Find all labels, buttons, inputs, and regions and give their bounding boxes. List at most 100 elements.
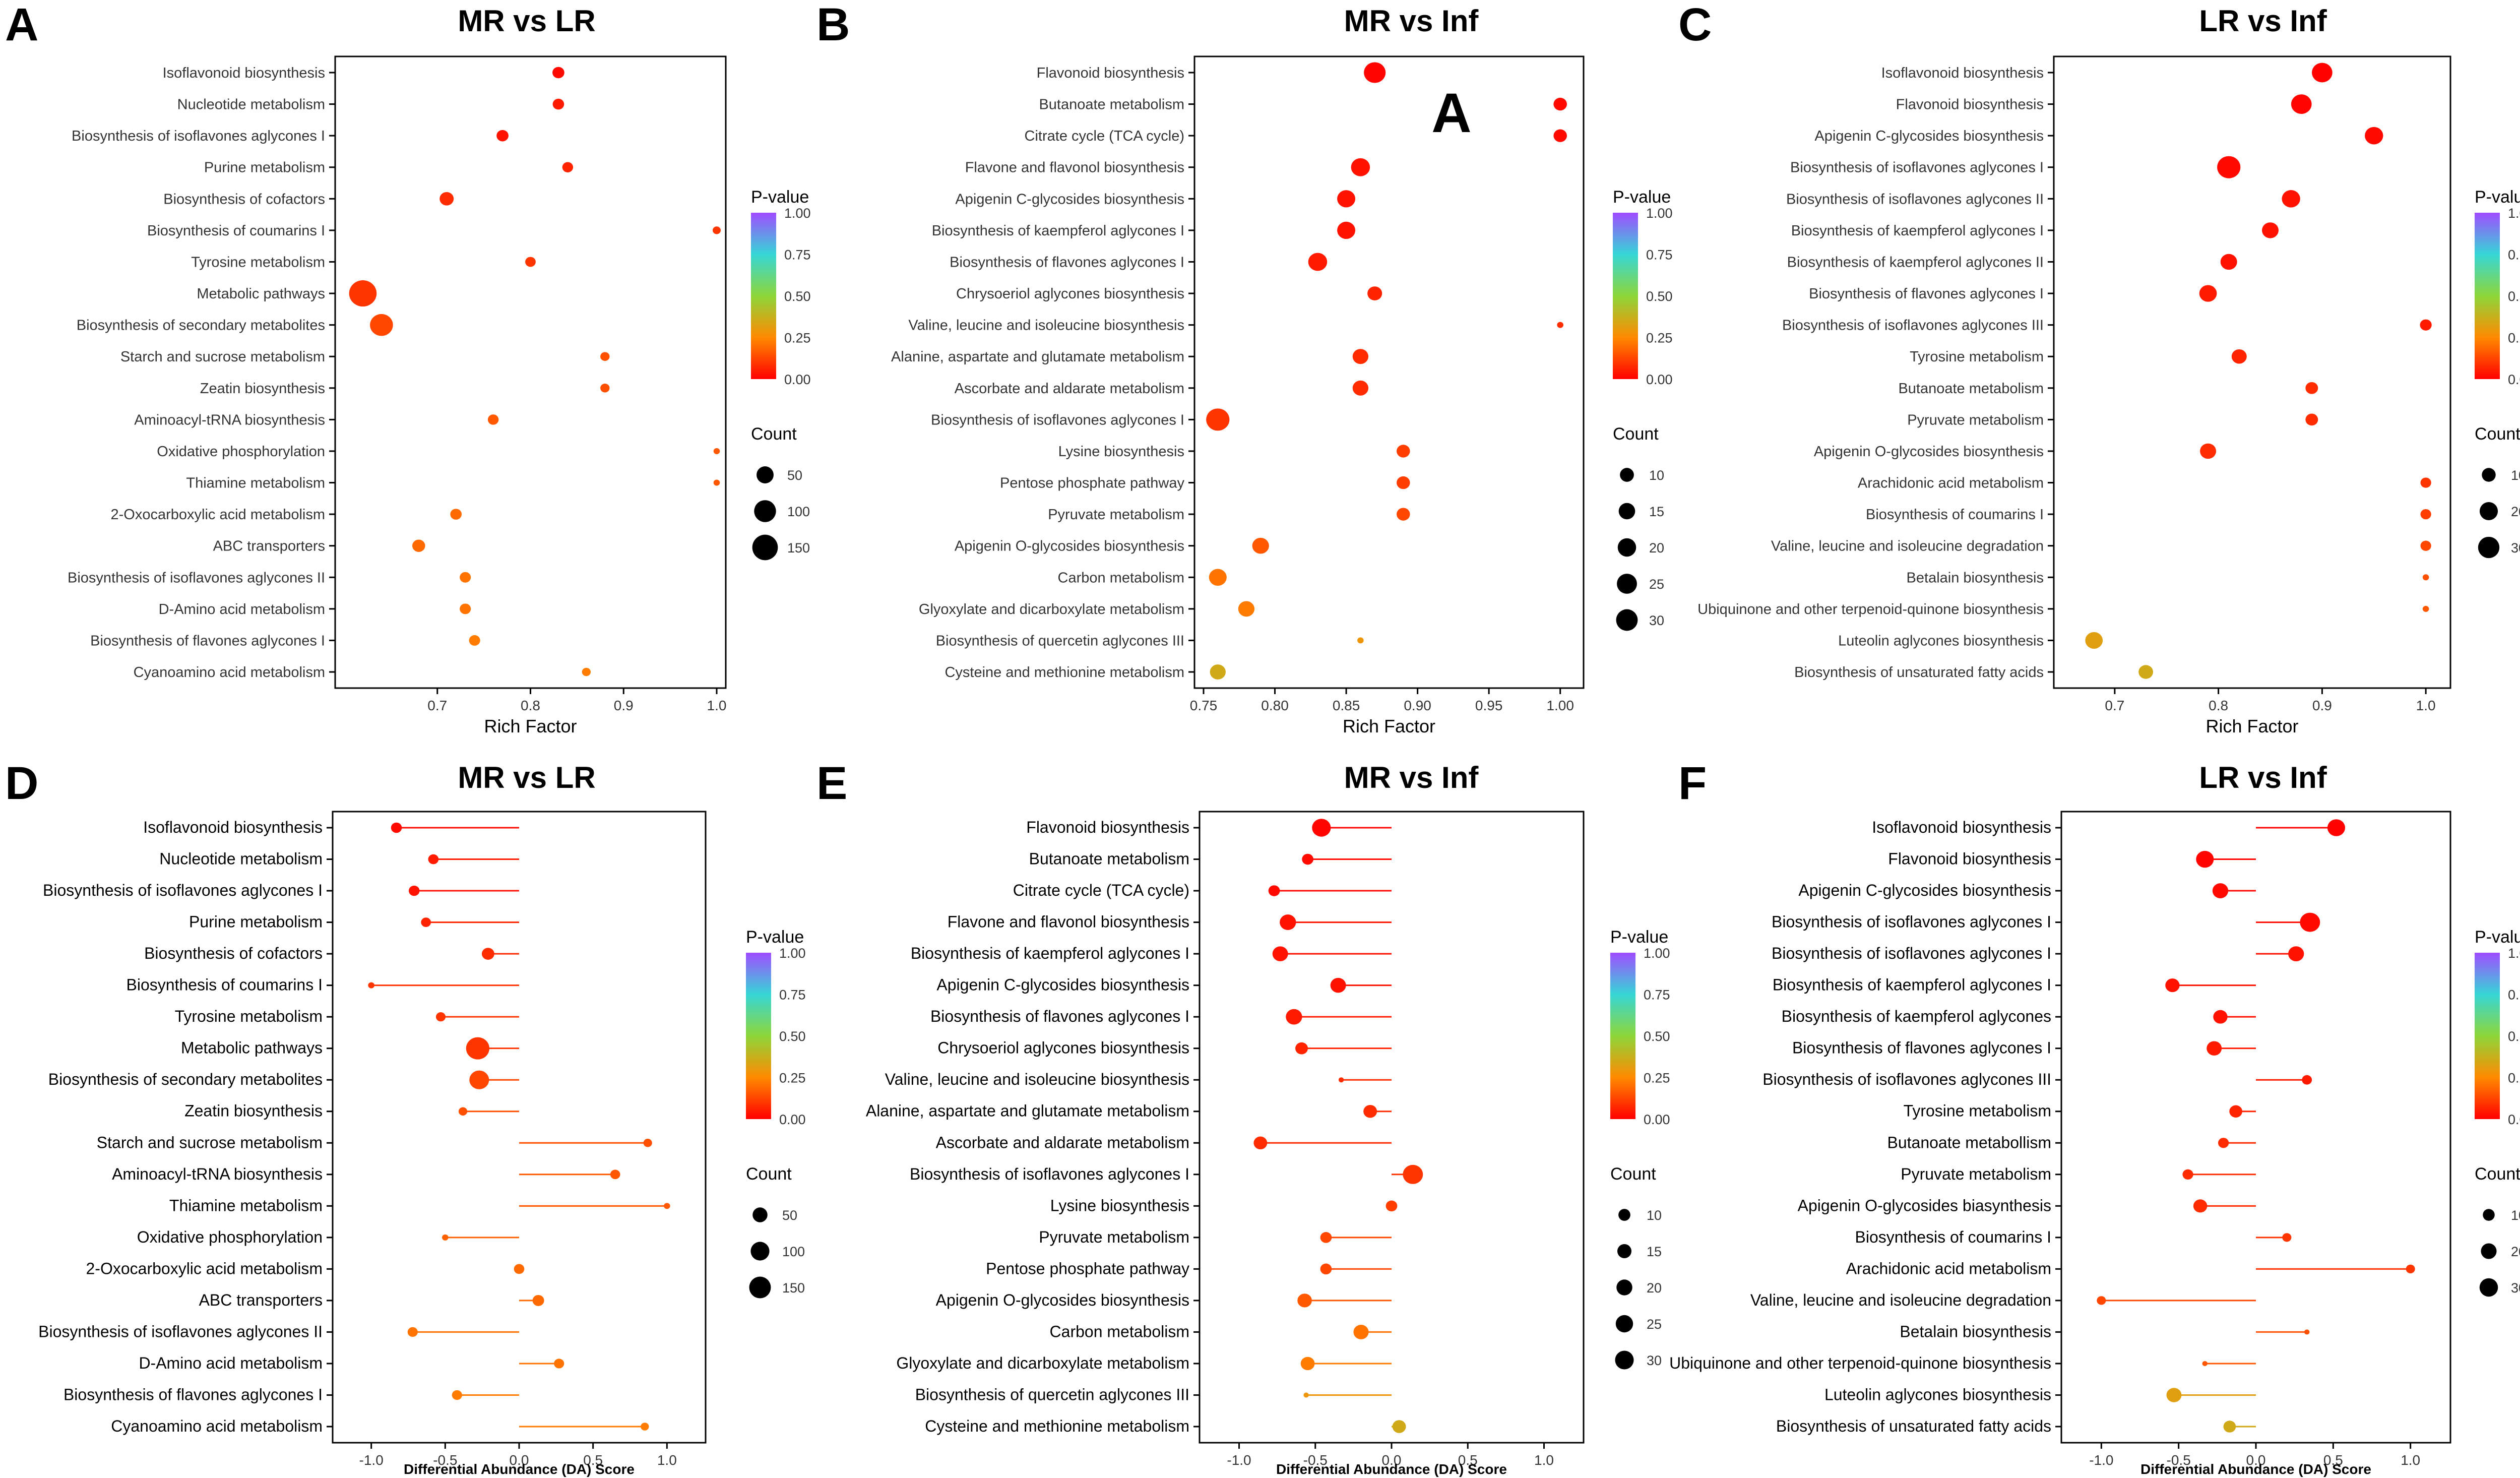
data-point <box>349 280 377 307</box>
data-point <box>1252 537 1269 554</box>
data-point <box>552 67 564 79</box>
colorbar-tick-label: 0.50 <box>784 289 811 304</box>
x-tick-label: 0.95 <box>1475 698 1503 713</box>
y-tick-label: Valine, leucine and isoleucine biosynthe… <box>908 318 1184 334</box>
data-point <box>1320 1263 1332 1275</box>
data-point <box>2229 1105 2242 1118</box>
colorbar-tick-label: 1.00 <box>779 946 806 961</box>
colorbar-tick-label: 0.25 <box>784 331 811 346</box>
data-point <box>1308 253 1328 271</box>
count-legend-dot <box>2482 468 2496 482</box>
legend-pvalue-title: P-value <box>2475 188 2520 207</box>
data-point <box>1320 1232 1332 1243</box>
colorbar-tick-label: 1.00 <box>784 206 811 221</box>
panel-letter: B <box>816 0 850 50</box>
data-point <box>2196 850 2214 868</box>
legend-count-title: Count <box>2475 1164 2520 1184</box>
data-point <box>407 1327 418 1337</box>
panel-title: MR vs Inf <box>1344 4 1479 38</box>
data-point <box>1210 664 1226 680</box>
y-tick-label: Isoflavonoid biosynthesis <box>143 818 323 836</box>
data-point <box>552 98 564 110</box>
y-tick-label: Biosynthesis of flavones aglycones I <box>64 1385 323 1403</box>
colorbar-tick-label: 0.25 <box>2508 1071 2520 1086</box>
y-tick-label: Biosynthesis of flavones aglycones I <box>1792 1039 2051 1057</box>
count-legend-dot <box>2478 536 2500 559</box>
y-tick-label: Tyrosine metabolism <box>1904 1102 2051 1120</box>
data-point <box>391 822 402 833</box>
x-tick-label: 1.0 <box>2416 698 2436 713</box>
y-tick-label: Chrysoeriol aglycones biosynthesis <box>937 1039 1189 1057</box>
data-point <box>2213 1010 2228 1024</box>
data-point <box>458 1107 468 1116</box>
x-tick-label: 0.5 <box>2323 1452 2343 1468</box>
data-point <box>1403 1164 1423 1184</box>
count-legend-dot <box>1618 1209 1630 1221</box>
count-legend-dot <box>750 1242 770 1261</box>
y-tick-label: Isoflavonoid biosynthesis <box>1872 818 2051 836</box>
x-tick-label: -0.5 <box>1303 1452 1328 1468</box>
count-legend-dot <box>754 500 776 522</box>
pvalue-colorbar <box>746 953 771 1119</box>
colorbar-tick-label: 0.00 <box>1644 1112 1670 1127</box>
colorbar-tick-label: 0.00 <box>779 1112 806 1127</box>
y-tick-label: D-Amino acid metabolism <box>159 601 325 618</box>
y-tick-label: Apigenin O-glycosides biosynthesis <box>955 538 1184 555</box>
data-point <box>1385 1200 1398 1212</box>
count-legend-label: 100 <box>782 1244 805 1259</box>
x-tick-label: 0.5 <box>583 1452 603 1468</box>
y-tick-label: Isoflavonoid biosynthesis <box>1881 65 2044 81</box>
y-tick-label: Citrate cycle (TCA cycle) <box>1025 128 1184 144</box>
y-tick-label: Betalain biosynthesis <box>1900 1322 2051 1340</box>
y-tick-label: Nucleotide metabolism <box>177 97 325 113</box>
count-legend-label: 20 <box>2511 504 2520 519</box>
data-point <box>2165 978 2180 993</box>
data-point <box>554 1359 564 1369</box>
data-point <box>2200 443 2217 459</box>
y-tick-label: Biosynthesis of isoflavones aglycones I <box>72 128 325 144</box>
panel-b: B MR vs Inf 0.75 0.80 0.85 0.90 0.95 1.00 Rich F… <box>816 0 1673 736</box>
data-point <box>1206 408 1230 431</box>
x-tick-label: 0.8 <box>521 698 540 713</box>
panel-title: MR vs Inf <box>1344 761 1479 794</box>
colorbar-tick-label: 0.00 <box>2508 372 2520 387</box>
data-point <box>1397 476 1410 489</box>
data-point <box>439 192 454 206</box>
count-legend-label: 10 <box>1647 1208 1662 1223</box>
data-point <box>1353 1325 1369 1339</box>
data-point <box>412 539 425 552</box>
count-legend-label: 10 <box>1649 468 1664 483</box>
x-tick-label: 1.0 <box>2401 1452 2420 1468</box>
data-point <box>2193 1199 2208 1213</box>
y-tick-label: Ubiquinone and other terpenoid-quinone b… <box>1697 601 2044 618</box>
x-tick-label: 1.00 <box>1546 698 1574 713</box>
count-legend-dot <box>1617 574 1637 594</box>
y-tick-label: Biosynthesis of isoflavones aglycones II… <box>1782 318 2044 334</box>
data-point <box>496 130 509 142</box>
colorbar-tick-label: 0.25 <box>779 1071 806 1086</box>
y-tick-label: Apigenin C-glycosides biosynthesis <box>1798 881 2051 899</box>
y-tick-label: Biosynthesis of quercetin aglycones III <box>915 1385 1189 1403</box>
y-tick-label: Arachidonic acid metabolism <box>1858 475 2044 491</box>
plot-frame <box>1193 55 1585 689</box>
count-legend-label: 10 <box>2511 468 2520 483</box>
count-legend-dot <box>2479 502 2498 521</box>
data-point <box>2166 1388 2182 1402</box>
panel-e: E MR vs Inf -1.0 -0.5 0.0 0.5 1.0 Differential … <box>816 758 1670 1477</box>
colorbar-tick-label: 0.50 <box>1644 1029 1670 1044</box>
y-tick-label: Biosynthesis of kaempferol aglycones I <box>1773 976 2051 994</box>
x-tick-label: 1.0 <box>657 1452 677 1468</box>
legend-count-title: Count <box>746 1164 792 1184</box>
y-tick-label: Thiamine metabolism <box>169 1196 323 1214</box>
count-legend-label: 30 <box>1649 613 1664 628</box>
x-tick-label: 0.80 <box>1261 698 1289 713</box>
x-axis-label: Rich Factor <box>2206 716 2298 736</box>
legend-count-title: Count <box>1613 424 1659 444</box>
y-tick-label: Pentose phosphate pathway <box>1000 475 1184 491</box>
y-tick-label: Ascorbate and aldarate metabolism <box>936 1133 1189 1151</box>
data-point <box>435 1012 446 1022</box>
data-point <box>2365 127 2383 145</box>
y-tick-label: Butanoate metabolism <box>1898 381 2044 397</box>
y-tick-label: Luteolin aglycones biosynthesis <box>1824 1385 2051 1403</box>
colorbar-tick-label: 1.00 <box>1644 946 1670 961</box>
